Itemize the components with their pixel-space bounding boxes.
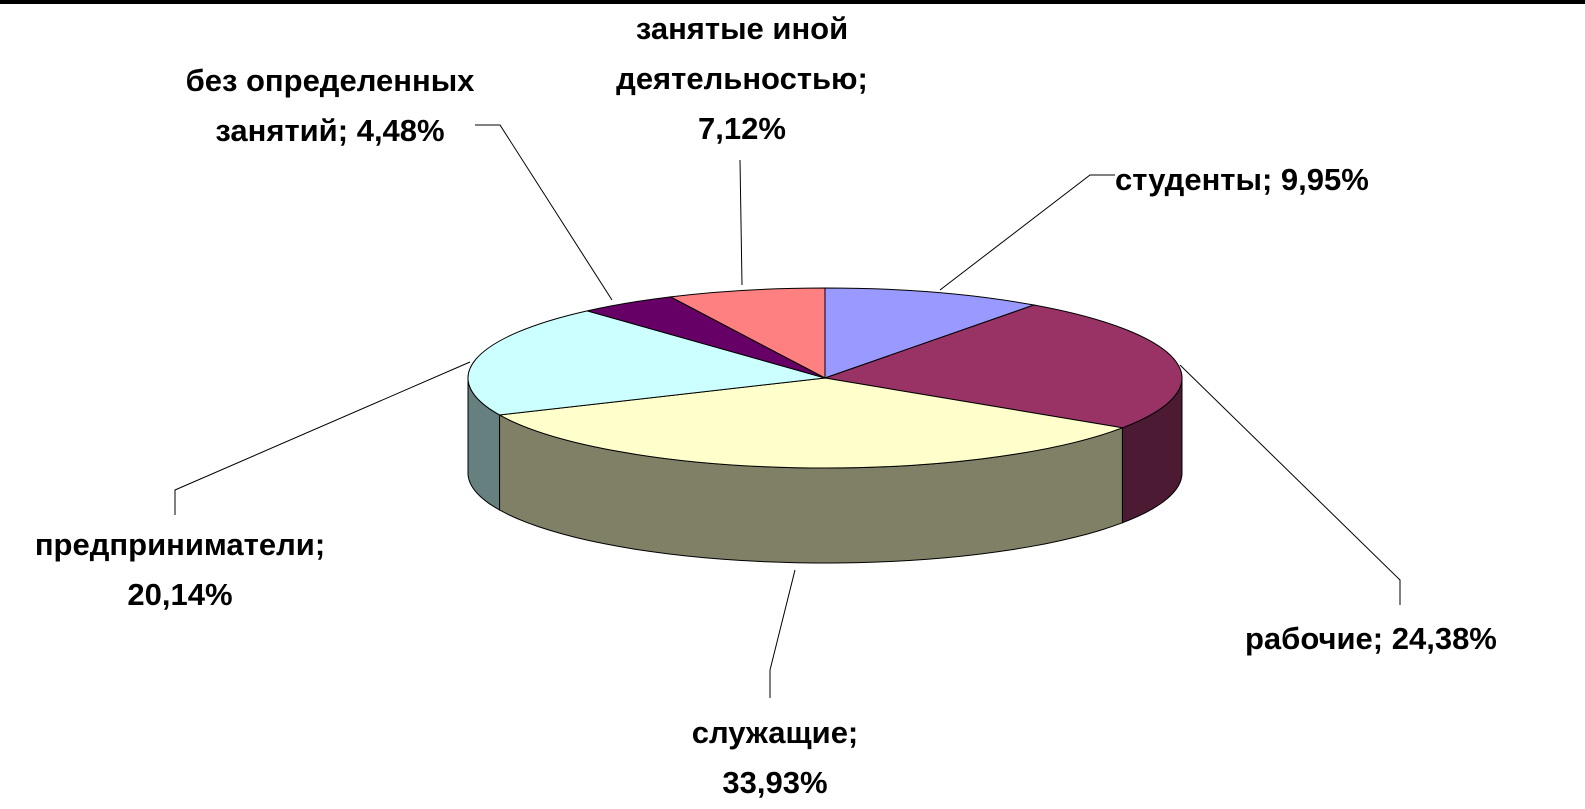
- slice: [497, 377, 1125, 469]
- slice-label: без определенных занятий; 4,48%: [180, 56, 480, 156]
- leader-line: [1179, 364, 1401, 605]
- top-border: [0, 0, 1585, 4]
- slice-label: занятые иной деятельностью; 7,12%: [577, 4, 907, 154]
- slice-label: студенты; 9,95%: [1115, 155, 1575, 205]
- value-label: 33,93%: [722, 765, 828, 800]
- slice-label: предприниматели; 20,14%: [0, 520, 360, 620]
- slice-label: рабочие; 24,38%: [1245, 614, 1585, 664]
- value-label: 9,95%: [1280, 162, 1369, 197]
- value-label: 7,12%: [698, 111, 786, 146]
- category-label: предприниматели;: [34, 527, 326, 562]
- leader-line: [769, 569, 796, 698]
- slice: [824, 304, 1183, 429]
- leader-line: [739, 159, 743, 286]
- slice: [824, 287, 1036, 379]
- value-label: 24,38%: [1391, 621, 1497, 656]
- slice: [467, 310, 826, 416]
- category-label: студенты;: [1115, 162, 1273, 197]
- value-label: 4,48%: [356, 113, 445, 148]
- slice: [668, 287, 826, 379]
- category-label: служащие;: [691, 715, 859, 750]
- leader-line: [475, 124, 613, 301]
- value-label: 20,14%: [127, 577, 233, 612]
- category-label: без определенных занятий;: [185, 63, 475, 148]
- leader-line: [939, 174, 1115, 291]
- leader-line: [174, 361, 471, 515]
- category-label: занятые иной деятельностью;: [616, 11, 868, 96]
- category-label: рабочие;: [1245, 621, 1384, 656]
- slice-label: служащие; 33,93%: [660, 708, 890, 808]
